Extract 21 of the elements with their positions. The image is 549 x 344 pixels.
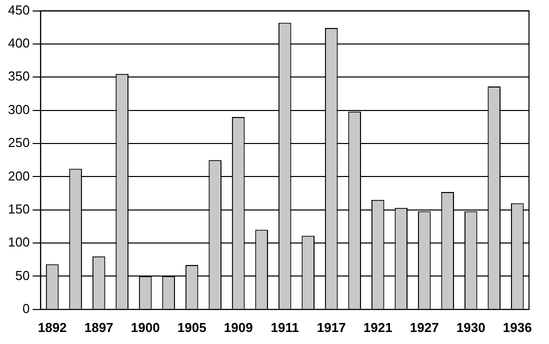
x-tick-label: 1927 [410, 320, 439, 335]
x-tick-label: 1921 [363, 320, 392, 335]
x-tick-label: 1909 [224, 320, 253, 335]
x-tick-label: 1897 [84, 320, 114, 335]
y-tick-label: 250 [8, 135, 30, 150]
y-tick-label: 300 [8, 102, 30, 117]
x-tick-label: 1892 [38, 320, 67, 335]
y-tick-label: 50 [15, 268, 30, 283]
x-tick-label: 1917 [316, 320, 346, 335]
x-tick-label: 1936 [502, 320, 532, 335]
y-tick-label: 450 [8, 2, 30, 18]
x-tick-label: 1905 [177, 320, 206, 335]
y-tick-label: 150 [8, 201, 30, 216]
y-tick-label: 100 [8, 234, 30, 250]
y-tick-label: 0 [22, 300, 30, 316]
x-tick-label: 1900 [130, 320, 160, 335]
y-tick-label: 350 [8, 68, 30, 84]
y-tick-label: 400 [8, 36, 30, 51]
y-tick-label: 200 [8, 168, 30, 184]
x-tick-label: 1911 [270, 320, 299, 335]
x-tick-label: 1930 [456, 320, 486, 335]
